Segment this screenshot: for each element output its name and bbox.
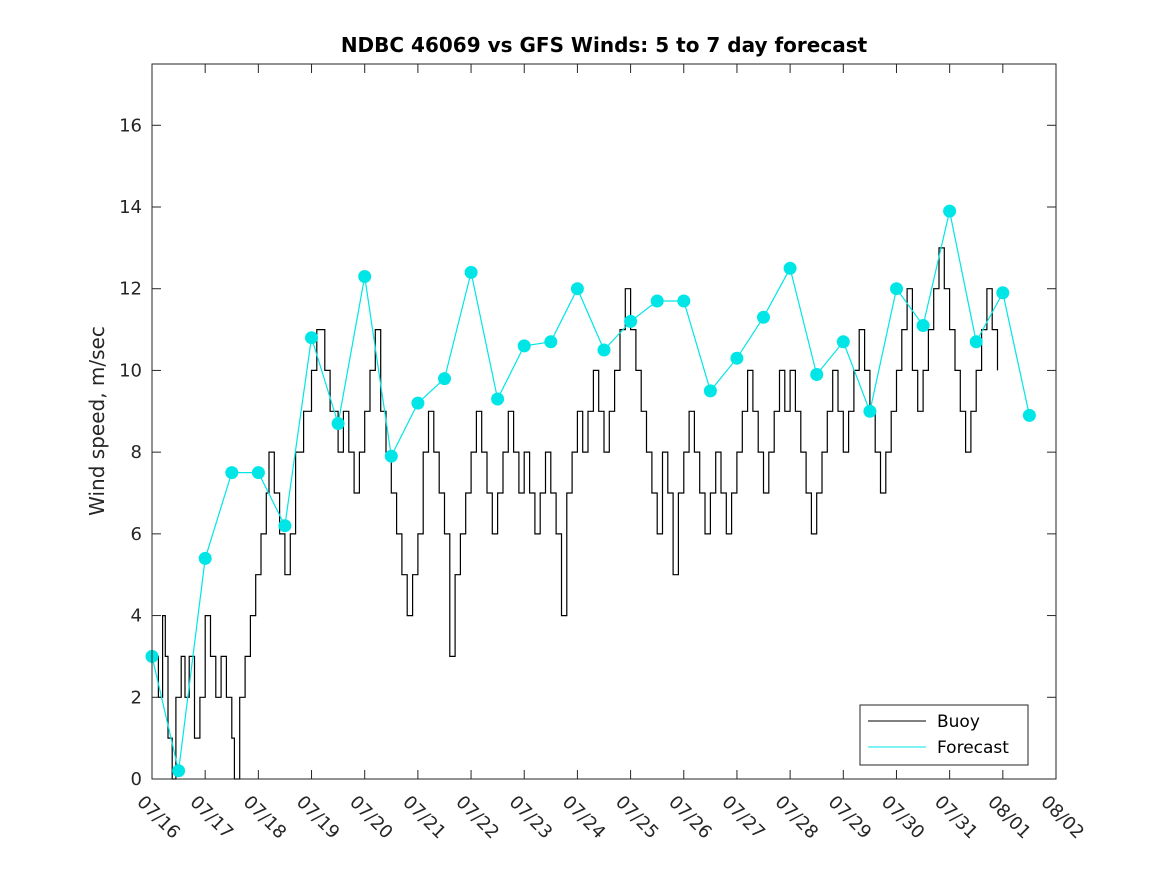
forecast-point [703,384,717,398]
forecast-point [172,764,186,778]
forecast-point [384,449,398,463]
legend: Buoy Forecast [859,704,1029,766]
forecast-point [544,335,558,349]
forecast-point [624,314,638,328]
forecast-point [570,282,584,296]
forecast-point [810,368,824,381]
y-tick-label: 12 [119,279,142,300]
y-tick-label: 2 [131,687,142,708]
chart-title: NDBC 46069 vs GFS Winds: 5 to 7 day fore… [341,33,868,57]
y-axis-ticks: 0 2 4 6 8 10 12 14 16 [119,115,1056,790]
forecast-point [650,294,664,308]
forecast-point [757,310,770,324]
buoy-series-line [152,247,999,780]
y-tick-label: 6 [131,524,142,545]
forecast-point [491,392,505,406]
forecast-point [225,466,239,480]
forecast-point [278,519,292,533]
forecast-point [677,294,691,308]
forecast-point [730,351,744,365]
forecast-point [464,265,478,279]
forecast-point [358,270,372,283]
y-tick-label: 10 [119,360,142,381]
forecast-point [198,551,212,565]
forecast-point [1022,408,1036,422]
y-axis-label: Wind speed, m/sec [85,326,109,516]
forecast-point [890,282,903,296]
forecast-point [331,417,345,430]
y-tick-label: 14 [119,197,142,218]
forecast-point [517,339,531,353]
forecast-point [916,319,930,332]
forecast-point [969,335,983,349]
y-tick-label: 8 [131,442,142,463]
forecast-point [305,331,318,345]
forecast-point [996,286,1010,300]
legend-buoy-label: Buoy [937,712,980,732]
forecast-point [863,404,877,418]
legend-forecast-label: Forecast [937,738,1009,758]
legend-box [859,704,1029,766]
series-layer [151,210,1030,780]
forecast-markers [145,204,1036,778]
y-tick-label: 4 [131,606,142,627]
forecast-point [783,261,797,275]
forecast-point [836,335,850,349]
forecast-point [438,372,451,386]
forecast-series-line [151,210,1030,771]
forecast-point [597,343,611,357]
forecast-point [411,396,425,410]
y-tick-label: 0 [131,769,142,790]
forecast-point [251,466,265,480]
y-tick-label: 16 [119,115,142,136]
forecast-point [943,204,957,218]
plot-frame [151,63,1057,780]
